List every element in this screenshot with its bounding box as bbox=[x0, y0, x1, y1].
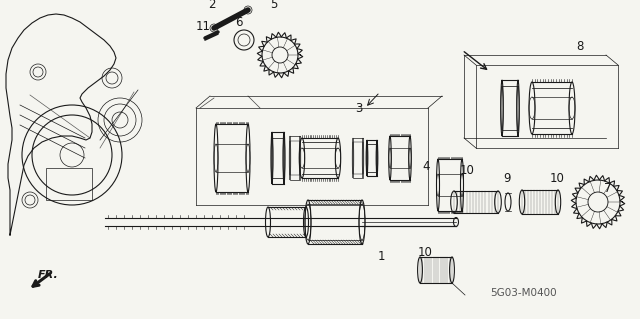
Text: 5: 5 bbox=[270, 0, 277, 11]
Text: FR.: FR. bbox=[38, 270, 59, 280]
Text: 4: 4 bbox=[422, 160, 429, 173]
Text: 8: 8 bbox=[576, 40, 584, 53]
Text: 10: 10 bbox=[460, 164, 475, 177]
Text: 1: 1 bbox=[378, 250, 385, 263]
Text: 2: 2 bbox=[208, 0, 216, 11]
Text: 11: 11 bbox=[196, 20, 211, 33]
Text: 3: 3 bbox=[355, 102, 362, 115]
Text: 5G03-M0400: 5G03-M0400 bbox=[490, 288, 557, 298]
Bar bbox=[46, 168, 92, 200]
Text: 10: 10 bbox=[550, 172, 565, 185]
Text: 7: 7 bbox=[604, 182, 611, 195]
Text: 9: 9 bbox=[503, 172, 511, 185]
Text: 10: 10 bbox=[418, 246, 433, 259]
Text: 6: 6 bbox=[235, 16, 243, 29]
